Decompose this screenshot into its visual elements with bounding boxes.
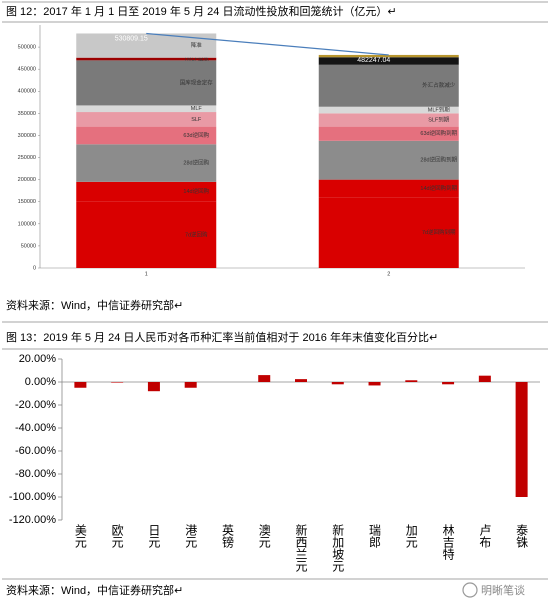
bar-segment	[76, 57, 217, 61]
x-tick-label: 1	[145, 271, 148, 277]
bar	[295, 379, 307, 382]
y-tick-label: -40.00%	[15, 422, 56, 434]
y-tick-label: 20.00%	[19, 353, 57, 365]
y-tick-label: -60.00%	[15, 445, 56, 457]
figure-title: 图 13：2019 年 5 月 24 日人民币对各币种汇率当前值相对于 2016…	[6, 330, 438, 344]
source-note: 资料来源：Wind，中信证券研究部↵	[6, 298, 183, 312]
bar-segment	[318, 54, 459, 58]
x-tick-label: 泰铢	[515, 524, 529, 549]
segment-label: 7d逆回购到期	[422, 228, 456, 236]
y-tick-label: 300000	[18, 133, 36, 139]
bar-segment	[318, 126, 459, 141]
bar-segment	[76, 105, 217, 113]
bar	[515, 382, 528, 497]
segment-label: 降准	[191, 41, 203, 49]
x-tick-label: 英镑	[220, 524, 234, 549]
x-tick-label: 港元	[184, 524, 198, 549]
bar-segment	[318, 113, 459, 127]
y-tick-label: 200000	[18, 177, 36, 183]
segment-label: 14d逆回购	[183, 187, 209, 195]
x-tick-label: 卢布	[478, 523, 492, 549]
x-tick-label: 新加坡元	[331, 523, 345, 573]
y-tick-label: -120.00%	[9, 514, 56, 526]
segment-label: 63d逆回购	[183, 131, 209, 139]
bar-segment	[76, 126, 217, 145]
bar-segment	[318, 64, 459, 107]
y-tick-label: 100000	[18, 221, 36, 227]
x-tick-label: 新西兰元	[294, 523, 308, 573]
segment-label: 28d逆回购到期	[420, 156, 457, 164]
x-tick-label: 欧元	[110, 524, 124, 549]
bar-segment	[76, 201, 217, 268]
bar	[74, 382, 87, 388]
x-tick-label: 2	[387, 271, 390, 277]
bar-segment	[318, 179, 459, 198]
y-tick-label: -80.00%	[15, 468, 56, 480]
x-tick-label: 澳元	[257, 524, 271, 549]
y-tick-label: 50000	[21, 243, 36, 249]
y-tick-label: 450000	[18, 67, 36, 73]
segment-label: 28d逆回购	[183, 159, 209, 167]
bar-segment	[318, 106, 459, 114]
bar	[442, 382, 455, 385]
y-tick-label: 0	[33, 265, 36, 271]
total-label: 482247.04	[357, 57, 390, 64]
bar	[368, 382, 381, 386]
bar	[184, 382, 197, 388]
y-tick-label: 150000	[18, 199, 36, 205]
x-tick-label: 林吉特	[441, 524, 455, 560]
bar	[258, 375, 271, 382]
total-label: 530809.15	[115, 35, 148, 42]
segment-label: MLF	[191, 106, 203, 112]
bar-segment	[76, 60, 217, 106]
bar	[147, 382, 160, 392]
bar	[331, 382, 344, 385]
bar	[405, 380, 418, 382]
segment-label: 63d逆回购到期	[420, 129, 457, 137]
watermark: 明晰笔谈	[481, 583, 525, 597]
bar	[111, 382, 124, 383]
bar-segment	[318, 140, 459, 180]
bar-segment	[318, 197, 459, 268]
y-tick-label: -20.00%	[15, 399, 56, 411]
x-tick-label: 美元	[73, 524, 87, 549]
segment-label: 外汇占款减少	[422, 81, 456, 89]
segment-label: SLF	[191, 117, 202, 123]
x-tick-label: 日元	[147, 524, 161, 549]
segment-label: MLF到期	[428, 107, 451, 114]
bar-segment	[76, 144, 217, 182]
segment-label: SLF到期	[428, 116, 450, 123]
y-tick-label: -100.00%	[9, 491, 56, 503]
x-tick-label: 加元	[404, 524, 418, 549]
segment-label: TMLF投放	[184, 54, 210, 62]
y-tick-label: 400000	[18, 89, 36, 95]
y-tick-label: 250000	[18, 155, 36, 161]
bar-segment	[76, 181, 217, 202]
x-tick-label: 瑞郎	[368, 524, 382, 548]
figure-title: 图 12：2017 年 1 月 1 日至 2019 年 5 月 24 日流动性投…	[6, 4, 397, 18]
y-tick-label: 500000	[18, 45, 36, 51]
y-tick-label: 0.00%	[25, 376, 56, 388]
segment-label: 7d逆回购	[185, 230, 208, 238]
bar	[478, 375, 491, 382]
segment-label: 国库现金定存	[180, 78, 214, 86]
bar-segment	[76, 112, 217, 127]
segment-label: 14d逆回购到期	[420, 184, 457, 192]
bar-segment	[318, 57, 459, 65]
total-line	[146, 32, 389, 56]
y-tick-label: 350000	[18, 111, 36, 117]
source-note: 资料来源：Wind，中信证券研究部↵	[6, 583, 183, 597]
watermark-icon	[462, 582, 478, 598]
